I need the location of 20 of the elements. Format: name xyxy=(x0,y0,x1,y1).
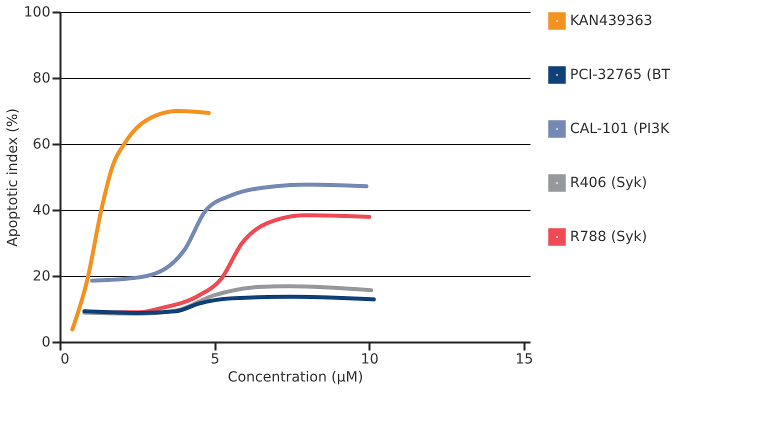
legend-label: CAL-101 (PI3K xyxy=(570,121,670,137)
line-series xyxy=(82,294,376,315)
y-tick-label: 80 xyxy=(32,70,50,86)
y-tick-label: 0 xyxy=(42,334,50,350)
x-tick-label: 0 xyxy=(60,352,70,368)
x-tick-label: 10 xyxy=(360,352,379,368)
x-tick-label: 15 xyxy=(515,352,534,368)
legend-label: R788 (Syk) xyxy=(570,229,648,245)
legend-label: R406 (Syk) xyxy=(570,175,648,191)
y-tick-label: 100 xyxy=(24,4,50,20)
line-series xyxy=(90,182,368,283)
legend-label: PCI-32765 (BT xyxy=(570,67,670,83)
y-tick-label: 60 xyxy=(32,136,50,152)
y-tick-label: 20 xyxy=(32,268,50,284)
line-series xyxy=(70,109,211,332)
y-axis-title: Apoptotic index (%) xyxy=(4,108,21,247)
legend-label: KAN439363 xyxy=(570,13,652,29)
x-axis-title: Concentration (μM) xyxy=(228,370,364,386)
x-tick-label: 5 xyxy=(210,352,220,368)
y-tick-label: 40 xyxy=(32,202,50,218)
